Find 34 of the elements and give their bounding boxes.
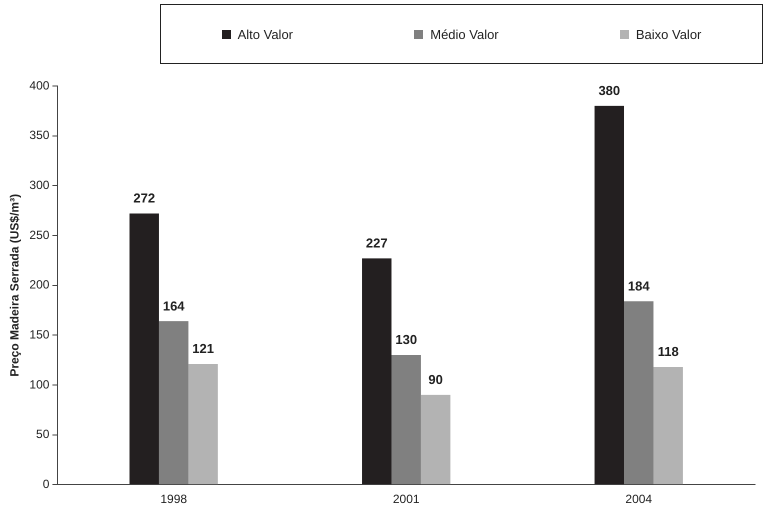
data-label: 121 — [192, 341, 214, 356]
x-tick-label: 1998 — [160, 492, 188, 506]
data-label: 380 — [598, 83, 620, 98]
legend-label: Alto Valor — [238, 26, 294, 42]
y-tick-label: 200 — [29, 278, 50, 292]
bar — [391, 355, 421, 484]
data-label: 90 — [428, 372, 443, 387]
y-tick-label: 350 — [29, 128, 50, 142]
bar — [653, 367, 683, 484]
x-tick-label: 2001 — [392, 492, 420, 506]
y-tick-label: 400 — [29, 78, 50, 92]
legend-label: Baixo Valor — [636, 26, 702, 42]
y-axis-title: Preço Madeira Serrada (US$/m³) — [8, 194, 22, 377]
bar — [188, 364, 218, 484]
data-label: 227 — [366, 235, 388, 250]
data-label: 184 — [628, 278, 650, 294]
y-tick-label: 300 — [29, 178, 50, 192]
data-label: 272 — [133, 190, 156, 206]
y-tick-label: 250 — [29, 228, 50, 242]
bar — [362, 258, 392, 484]
y-tick-label: 100 — [29, 377, 50, 392]
bar — [624, 301, 654, 484]
legend-label: Médio Valor — [430, 26, 499, 42]
x-tick-label: 2004 — [625, 492, 652, 506]
bar — [130, 214, 159, 484]
data-label: 118 — [658, 344, 679, 360]
y-tick-label: 0 — [42, 476, 50, 491]
bar — [158, 321, 188, 484]
bar — [594, 106, 624, 484]
data-label: 130 — [395, 332, 418, 348]
bar — [420, 394, 450, 484]
y-tick-label: 50 — [36, 427, 50, 442]
y-tick-label: 150 — [29, 327, 50, 342]
data-label: 164 — [162, 298, 186, 314]
